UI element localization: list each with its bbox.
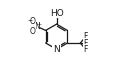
Text: N: N (34, 22, 40, 31)
Text: F: F (83, 32, 88, 41)
Text: F: F (83, 38, 88, 48)
Text: O: O (29, 17, 35, 26)
Text: N: N (53, 45, 60, 54)
Text: −: − (28, 17, 33, 22)
Text: F: F (83, 45, 88, 54)
Text: HO: HO (50, 9, 63, 18)
Text: O: O (29, 27, 35, 36)
Text: +: + (36, 22, 41, 27)
